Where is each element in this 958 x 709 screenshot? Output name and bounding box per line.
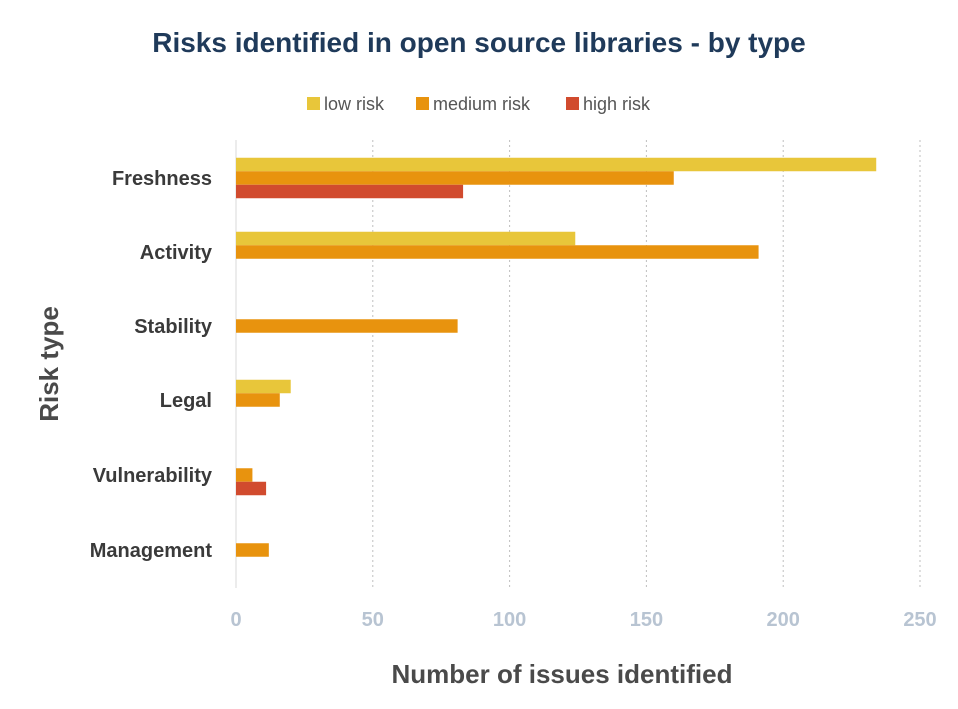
category-label-legal: Legal bbox=[160, 390, 212, 412]
x-tick-label-50: 50 bbox=[362, 609, 384, 631]
x-tick-label-200: 200 bbox=[767, 609, 800, 631]
category-label-activity: Activity bbox=[140, 242, 213, 264]
bars bbox=[236, 157, 877, 557]
x-axis-title: Number of issues identified bbox=[392, 659, 733, 689]
x-tick-label-150: 150 bbox=[630, 609, 663, 631]
x-tick-label-100: 100 bbox=[493, 609, 526, 631]
legend-swatch-high-risk bbox=[566, 97, 579, 110]
bar-freshness-high-risk bbox=[236, 184, 464, 199]
legend-swatch-medium-risk bbox=[416, 97, 429, 110]
chart-title: Risks identified in open source librarie… bbox=[152, 27, 806, 58]
bar-vulnerability-high-risk bbox=[236, 481, 267, 496]
x-tick-label-250: 250 bbox=[903, 609, 936, 631]
x-tick-labels: 0 50 100 150 200 250 bbox=[230, 609, 936, 631]
bar-legal-medium-risk bbox=[236, 393, 280, 407]
grid-lines bbox=[235, 140, 921, 588]
bar-freshness-low-risk bbox=[236, 157, 877, 172]
bar-vulnerability-medium-risk bbox=[236, 468, 253, 482]
legend-label-medium-risk: medium risk bbox=[433, 94, 531, 114]
category-label-freshness: Freshness bbox=[112, 168, 212, 190]
legend-swatch-low-risk bbox=[307, 97, 320, 110]
category-labels: Freshness Activity Stability Legal Vulnerabi… bbox=[90, 168, 213, 562]
bar-activity-low-risk bbox=[236, 231, 576, 246]
x-tick-label-0: 0 bbox=[230, 609, 241, 631]
category-label-management: Management bbox=[90, 540, 213, 562]
category-label-stability: Stability bbox=[134, 316, 213, 338]
bar-activity-medium-risk bbox=[236, 245, 759, 259]
legend-label-low-risk: low risk bbox=[324, 94, 385, 114]
chart-legend: low risk medium risk high risk bbox=[307, 94, 651, 114]
category-label-vulnerability: Vulnerability bbox=[93, 465, 213, 487]
bar-stability-medium-risk bbox=[236, 319, 458, 333]
bar-legal-low-risk bbox=[236, 379, 291, 394]
bar-freshness-medium-risk bbox=[236, 171, 674, 185]
legend-label-high-risk: high risk bbox=[583, 94, 651, 114]
bar-management-medium-risk bbox=[236, 543, 269, 557]
y-axis-title: Risk type bbox=[34, 306, 64, 422]
